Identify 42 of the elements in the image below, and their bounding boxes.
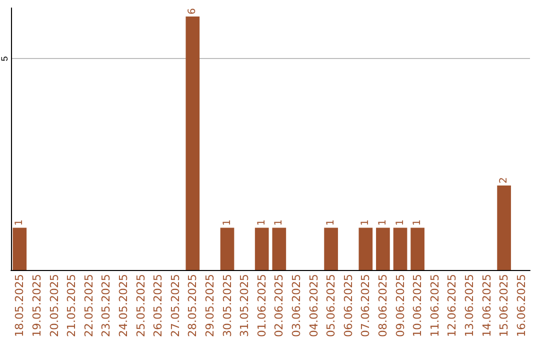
x-tick-label: 05.06.2025 — [324, 274, 338, 337]
data-label: 1 — [360, 219, 372, 226]
x-tick-label: 27.05.2025 — [168, 274, 182, 337]
x-tick-label: 16.06.2025 — [514, 274, 528, 337]
x-tick-label: 15.06.2025 — [498, 274, 511, 337]
x-tick-label: 21.05.2025 — [65, 274, 78, 337]
data-label: 1 — [256, 219, 268, 226]
data-label: 1 — [274, 219, 285, 226]
x-tick-label: 20.05.2025 — [48, 274, 61, 337]
x-tick-label: 19.05.2025 — [30, 274, 44, 337]
x-tick-label: 26.05.2025 — [152, 274, 165, 337]
x-tick-label: 06.06.2025 — [342, 274, 355, 337]
x-tick-label: 09.06.2025 — [394, 274, 407, 337]
x-tick-label: 08.06.2025 — [376, 274, 390, 337]
x-tick-label: 01.06.2025 — [255, 274, 268, 337]
x-tick-label: 18.05.2025 — [13, 274, 26, 337]
x-tick-label: 30.05.2025 — [220, 274, 234, 337]
data-label: 2 — [498, 177, 510, 184]
x-tick-label: 02.06.2025 — [272, 274, 286, 337]
data-label: 1 — [377, 219, 388, 226]
data-label: 1 — [14, 219, 26, 226]
x-tick-label: 28.05.2025 — [186, 274, 200, 337]
data-label: 6 — [187, 8, 198, 14]
x-tick-label: 04.06.2025 — [307, 274, 320, 337]
x-tick-label: 22.05.2025 — [82, 274, 96, 337]
x-tick-label: 25.05.2025 — [134, 274, 148, 337]
x-tick-label: 23.05.2025 — [100, 274, 113, 337]
data-label: 1 — [394, 219, 406, 226]
y-tick-label: 5 — [0, 56, 10, 62]
x-tick-label: 03.06.2025 — [290, 274, 303, 337]
x-tick-label: 10.06.2025 — [411, 274, 424, 337]
data-label: 1 — [222, 219, 233, 226]
x-tick-label: 29.05.2025 — [203, 274, 216, 337]
x-tick-label: 13.06.2025 — [462, 274, 476, 337]
x-tick-label: 07.06.2025 — [359, 274, 372, 337]
data-label: 1 — [326, 219, 337, 226]
x-tick-label: 11.06.2025 — [428, 274, 442, 337]
data-label: 1 — [412, 219, 424, 226]
x-tick-label: 31.05.2025 — [238, 274, 252, 337]
x-tick-label: 14.06.2025 — [480, 274, 494, 337]
x-tick-label: 24.05.2025 — [116, 274, 130, 337]
x-tick-label: 12.06.2025 — [446, 274, 459, 337]
